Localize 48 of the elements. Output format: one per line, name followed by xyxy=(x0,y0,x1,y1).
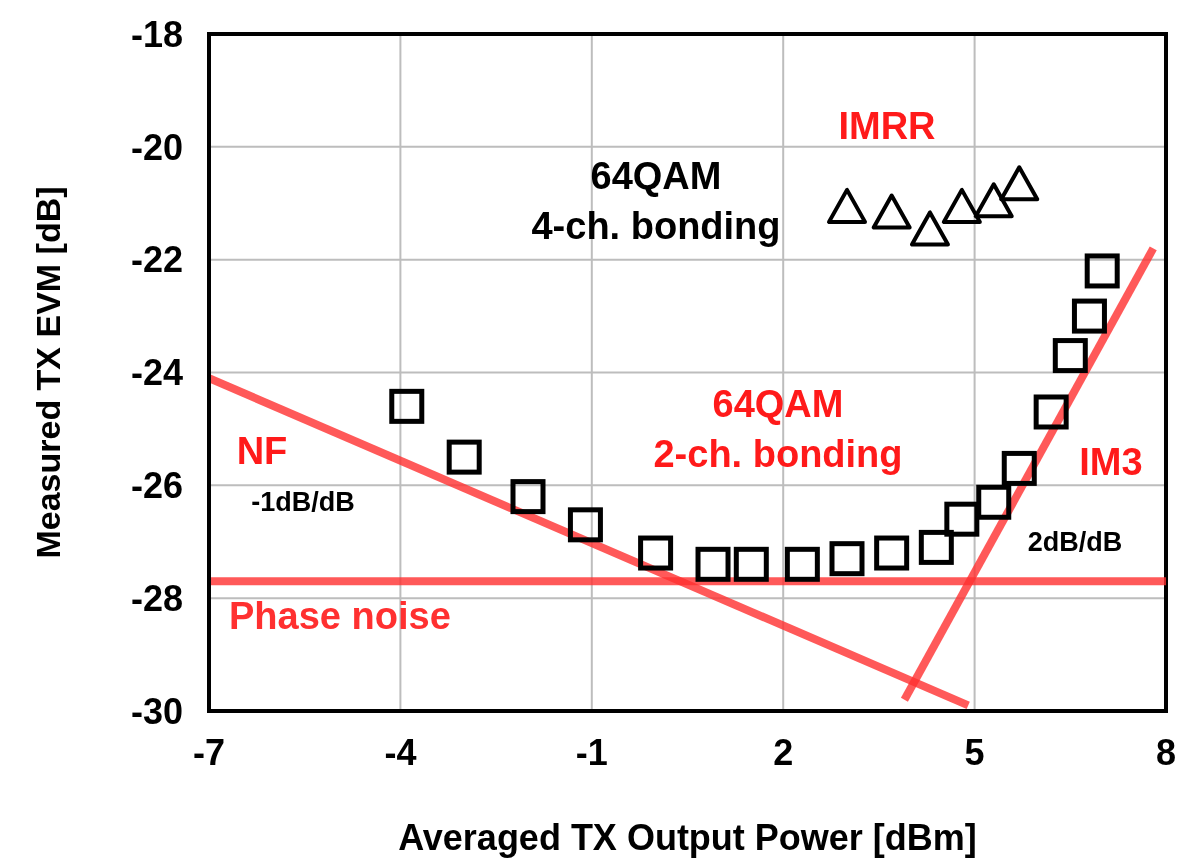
point xyxy=(389,388,425,424)
annotation: 2-ch. bonding xyxy=(653,433,903,475)
annotation: NF xyxy=(236,430,288,472)
point xyxy=(1033,394,1069,430)
x-tick-label: -7 xyxy=(192,731,226,773)
annotation: 64QAM xyxy=(712,383,844,425)
x-tick-label: -1 xyxy=(575,731,608,773)
point xyxy=(827,187,867,224)
point xyxy=(909,210,950,247)
point xyxy=(567,507,603,543)
point xyxy=(510,479,546,515)
point xyxy=(1071,298,1107,334)
point xyxy=(871,193,912,230)
annotation: -1dB/dB xyxy=(251,487,355,517)
annotation: 4-ch. bonding xyxy=(531,205,781,247)
point xyxy=(695,546,731,582)
point xyxy=(976,484,1012,520)
annotation: 2dB/dB xyxy=(1027,527,1123,557)
point xyxy=(829,541,865,577)
point xyxy=(1052,338,1088,374)
y-tick-label: -22 xyxy=(130,239,183,281)
annotation: 64QAM xyxy=(590,155,722,197)
y-tick-label: -24 xyxy=(130,352,183,394)
point xyxy=(874,535,910,571)
x-tick-label: 5 xyxy=(964,731,985,773)
point xyxy=(918,529,954,565)
point xyxy=(944,501,980,537)
point xyxy=(733,546,769,582)
point xyxy=(941,187,982,224)
point xyxy=(1001,450,1037,486)
point xyxy=(784,546,820,582)
point xyxy=(973,182,1014,219)
y-tick-label: -26 xyxy=(130,465,183,507)
y-tick-label: -28 xyxy=(130,577,183,619)
point xyxy=(446,439,482,475)
x-axis-title: Averaged TX Output Power [dBm] xyxy=(398,817,977,858)
x-tick-label: 2 xyxy=(773,731,794,773)
x-tick-label: -4 xyxy=(384,731,417,773)
y-tick-label: -30 xyxy=(130,690,183,732)
point xyxy=(638,535,674,571)
y-tick-label: -18 xyxy=(130,13,183,55)
y-tick-label: -20 xyxy=(130,126,183,168)
annotation: IMRR xyxy=(838,105,936,147)
y-axis-title: Measured TX EVM [dB] xyxy=(29,186,67,559)
ref-line-label: Phase noise xyxy=(229,595,451,638)
annotation: IM3 xyxy=(1079,441,1143,483)
x-tick-label: 8 xyxy=(1155,731,1177,773)
point xyxy=(999,165,1040,202)
